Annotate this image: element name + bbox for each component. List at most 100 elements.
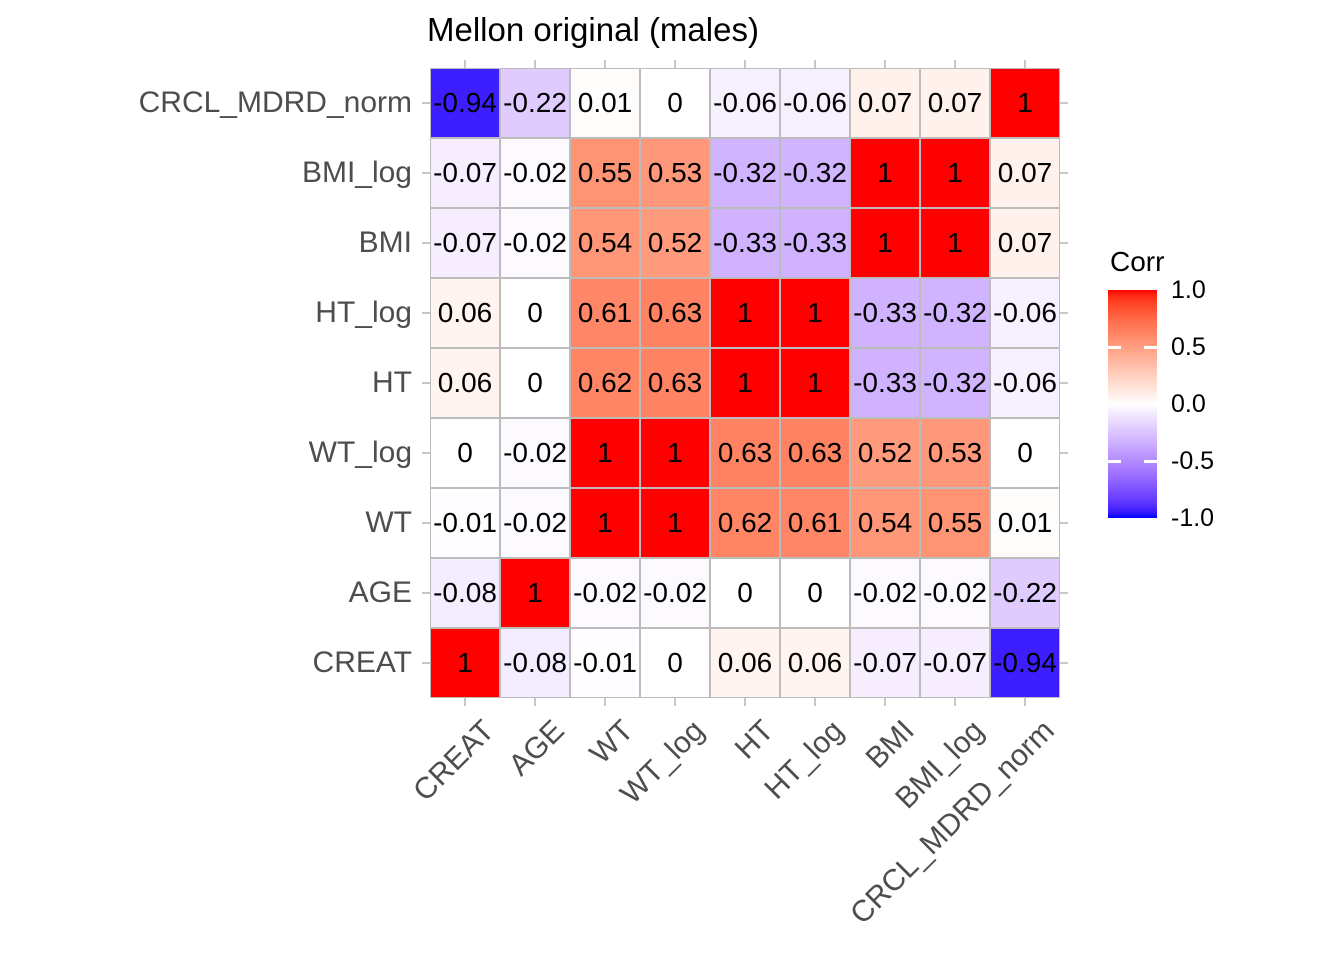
heatmap-cell: -0.08 <box>430 558 500 628</box>
axis-tick <box>1024 698 1026 706</box>
heatmap-cell: -0.32 <box>780 138 850 208</box>
heatmap-cell: 0 <box>780 558 850 628</box>
heatmap-cell: 1 <box>640 488 710 558</box>
heatmap-cell: 1 <box>990 68 1060 138</box>
heatmap-cell: 0.63 <box>710 418 780 488</box>
axis-tick <box>814 698 816 706</box>
axis-tick <box>464 698 466 706</box>
heatmap-cell: 1 <box>710 348 780 418</box>
heatmap-cell: -0.07 <box>430 138 500 208</box>
heatmap-cell: 0.53 <box>920 418 990 488</box>
axis-tick <box>1060 592 1068 594</box>
axis-tick <box>954 698 956 706</box>
axis-tick <box>744 60 746 68</box>
axis-tick <box>744 698 746 706</box>
heatmap-cell: -0.02 <box>500 208 570 278</box>
x-axis-label: HT <box>728 714 781 766</box>
heatmap-cell: 0 <box>430 418 500 488</box>
y-axis-label: AGE <box>348 576 412 609</box>
heatmap-cell: 1 <box>640 418 710 488</box>
heatmap-cell: 0 <box>990 418 1060 488</box>
legend-colorbar-tick <box>1144 345 1157 349</box>
legend-tick-label: -0.5 <box>1171 447 1215 475</box>
heatmap-cell: 0 <box>640 628 710 698</box>
heatmap-cell: -0.33 <box>850 278 920 348</box>
legend-colorbar-tick <box>1108 345 1121 349</box>
heatmap-cell: 0.06 <box>710 628 780 698</box>
heatmap-cell: 1 <box>710 278 780 348</box>
heatmap-cell: -0.06 <box>710 68 780 138</box>
legend-tick-label: -1.0 <box>1171 504 1215 532</box>
axis-tick <box>1060 382 1068 384</box>
y-axis-label: WT <box>365 506 412 539</box>
heatmap-cell: -0.06 <box>780 68 850 138</box>
axis-tick <box>422 382 430 384</box>
legend-colorbar-tick <box>1108 459 1121 463</box>
axis-tick <box>1060 662 1068 664</box>
heatmap-cell: -0.02 <box>570 558 640 628</box>
legend-colorbar-tick <box>1144 459 1157 463</box>
x-axis-label: BMI <box>859 714 921 776</box>
x-axis-label: WT <box>584 714 641 771</box>
heatmap-cell: 0.52 <box>640 208 710 278</box>
axis-tick <box>674 60 676 68</box>
axis-tick <box>534 698 536 706</box>
heatmap-cell: 0.53 <box>640 138 710 208</box>
heatmap-cell: 1 <box>430 628 500 698</box>
y-axis-label: CRCL_MDRD_norm <box>138 86 412 119</box>
heatmap-cell: 0.55 <box>920 488 990 558</box>
y-axis-label: HT <box>372 366 412 399</box>
heatmap-cell: 0.52 <box>850 418 920 488</box>
heatmap-cell: 0.07 <box>850 68 920 138</box>
axis-tick <box>1024 60 1026 68</box>
heatmap-cell: 0.63 <box>780 418 850 488</box>
heatmap-cell: -0.07 <box>850 628 920 698</box>
heatmap-cell: 0.55 <box>570 138 640 208</box>
axis-tick <box>604 60 606 68</box>
axis-tick <box>1060 242 1068 244</box>
heatmap-cell: -0.32 <box>920 278 990 348</box>
axis-tick <box>422 592 430 594</box>
heatmap-cell: 0.06 <box>430 278 500 348</box>
axis-tick <box>884 698 886 706</box>
axis-tick <box>422 242 430 244</box>
legend-title: Corr <box>1110 246 1165 277</box>
heatmap-cell: -0.94 <box>990 628 1060 698</box>
axis-tick <box>422 452 430 454</box>
heatmap-grid: -0.94 -0.22 0.01 0 -0.06 -0.06 0.07 0.07 1 -0.07-… <box>430 68 1060 698</box>
y-axis-label: HT_log <box>315 296 412 329</box>
heatmap-cell: -0.01 <box>430 488 500 558</box>
heatmap-cell: 0.07 <box>920 68 990 138</box>
heatmap-cell: -0.06 <box>990 348 1060 418</box>
axis-tick <box>534 60 536 68</box>
legend-colorbar <box>1108 290 1157 518</box>
heatmap-cell: 0.62 <box>570 348 640 418</box>
heatmap-cell: 0 <box>640 68 710 138</box>
heatmap-cell: 0.63 <box>640 278 710 348</box>
heatmap-cell: -0.33 <box>710 208 780 278</box>
heatmap-cell: 1 <box>570 418 640 488</box>
heatmap-cell: -0.33 <box>850 348 920 418</box>
axis-tick <box>422 172 430 174</box>
legend-tick-label: 0.5 <box>1171 333 1206 361</box>
axis-tick <box>1060 522 1068 524</box>
heatmap-cell: 1 <box>850 208 920 278</box>
heatmap-cell: -0.08 <box>500 628 570 698</box>
axis-tick <box>1060 452 1068 454</box>
x-axis-label: AGE <box>502 714 571 783</box>
heatmap-cell: -0.02 <box>500 138 570 208</box>
heatmap-cell: -0.07 <box>920 628 990 698</box>
heatmap-cell: -0.22 <box>990 558 1060 628</box>
y-axis-label: CREAT <box>312 646 412 679</box>
axis-tick <box>422 312 430 314</box>
heatmap-cell: 1 <box>780 348 850 418</box>
axis-tick <box>1060 172 1068 174</box>
heatmap-cell: -0.32 <box>920 348 990 418</box>
axis-tick <box>422 522 430 524</box>
heatmap-cell: 0.07 <box>990 138 1060 208</box>
heatmap-cell: -0.07 <box>430 208 500 278</box>
heatmap-cell: -0.02 <box>500 418 570 488</box>
heatmap-cell: -0.06 <box>990 278 1060 348</box>
heatmap-cell: 0.62 <box>710 488 780 558</box>
